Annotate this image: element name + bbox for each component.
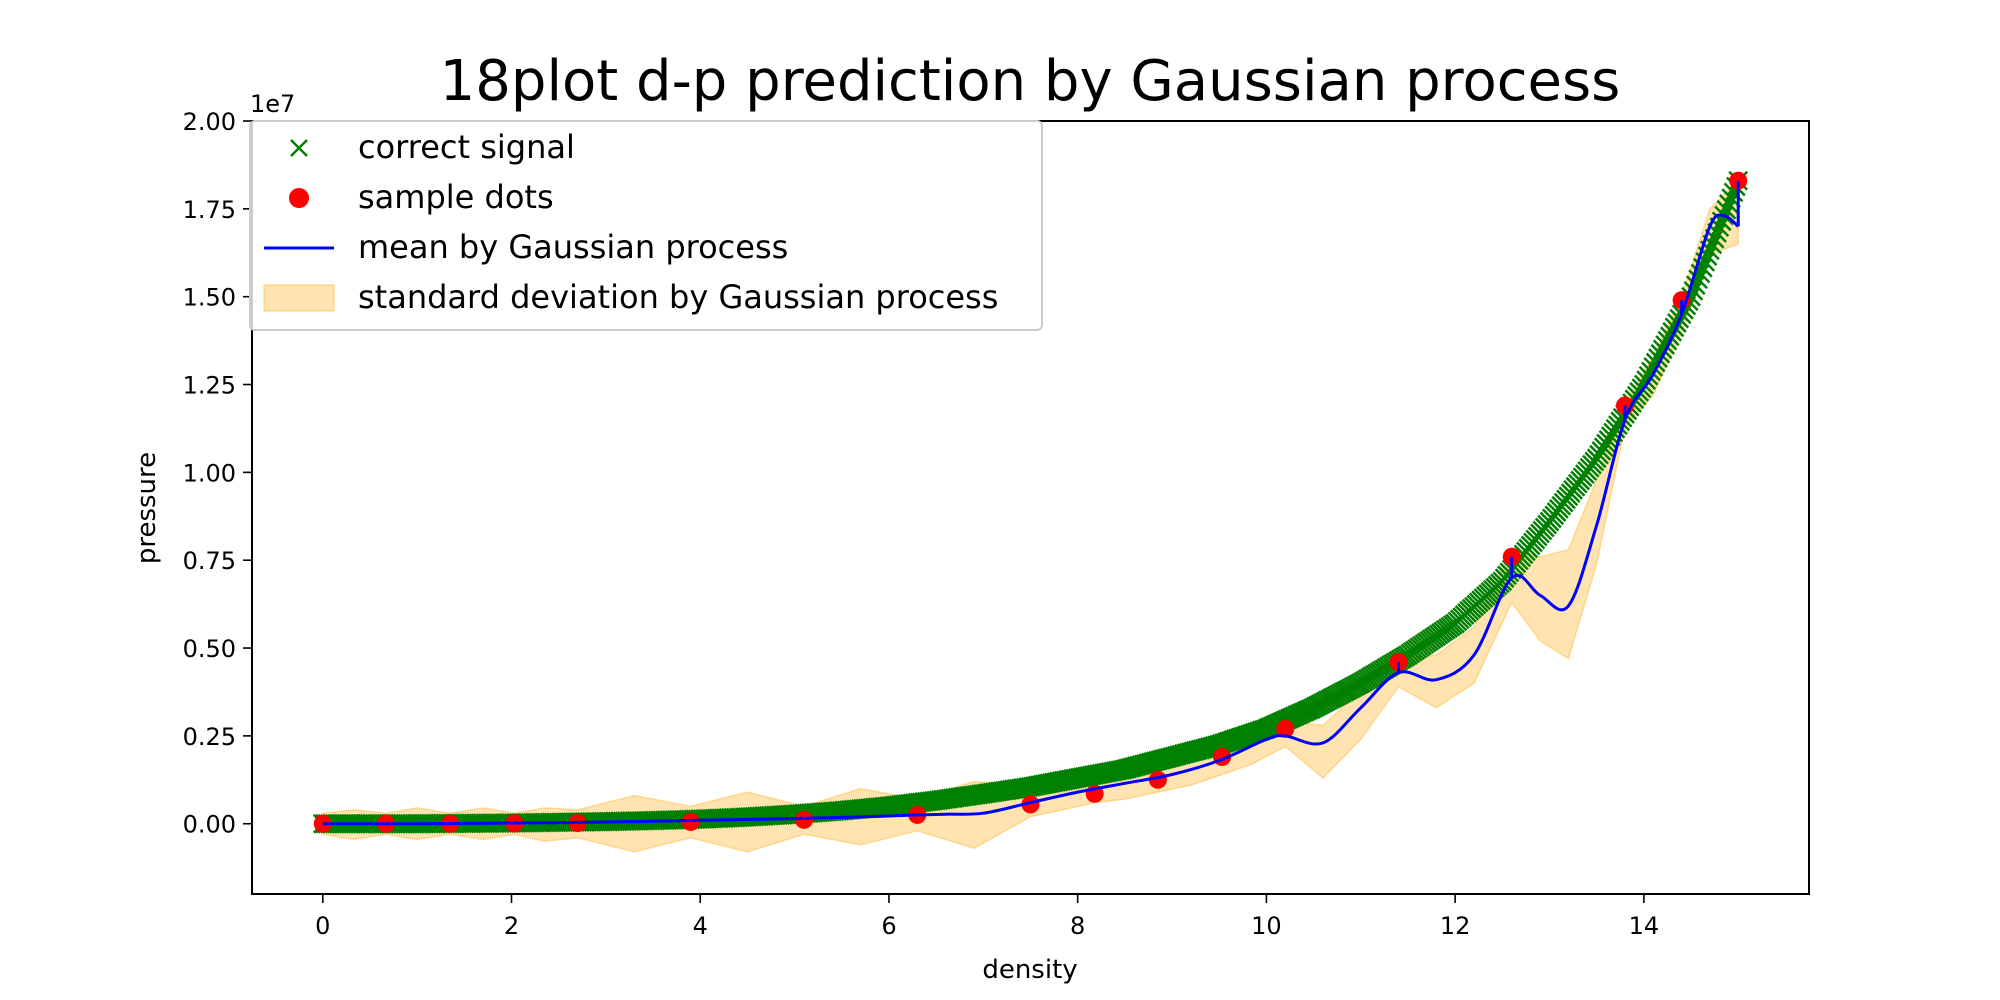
y-tick-label: 1.75 xyxy=(183,196,236,224)
y-tick-label: 1.00 xyxy=(183,459,236,487)
y-offset-label: 1e7 xyxy=(250,90,295,118)
legend-label-mean: mean by Gaussian process xyxy=(358,228,788,266)
legend-band-icon xyxy=(263,284,335,312)
y-tick-label: 0.75 xyxy=(183,547,236,575)
correct-signal-marker xyxy=(1718,194,1739,214)
x-tick-label: 8 xyxy=(1070,912,1085,940)
data-layer xyxy=(312,170,1749,853)
sample-dot xyxy=(1276,719,1295,738)
legend-entry-std: standard deviation by Gaussian process xyxy=(263,278,998,316)
x-tick-label: 2 xyxy=(504,912,519,940)
y-axis-label: pressure xyxy=(132,452,162,564)
y-tick-label: 0.25 xyxy=(183,723,236,751)
y-ticks: 0.00 0.25 0.50 0.75 1.00 1.25 1.50 1.75 2.00 xyxy=(183,108,252,839)
legend-label-sample-dots: sample dots xyxy=(358,178,554,216)
chart-title: 18plot d-p prediction by Gaussian proces… xyxy=(440,49,1621,114)
y-tick-label: 1.50 xyxy=(183,284,236,312)
legend-entry-mean: mean by Gaussian process xyxy=(264,228,788,266)
legend-dot-icon xyxy=(289,188,309,208)
gp-mean-line xyxy=(322,213,1740,826)
legend-entry-sample-dots: sample dots xyxy=(289,178,554,216)
legend-label-std: standard deviation by Gaussian process xyxy=(358,278,998,316)
sample-dot xyxy=(1021,795,1040,814)
legend: correct signal sample dots mean by Gauss… xyxy=(249,120,1043,331)
sample-dot xyxy=(313,814,332,833)
x-tick-label: 10 xyxy=(1251,912,1282,940)
x-tick-label: 14 xyxy=(1629,912,1660,940)
legend-box xyxy=(249,120,1043,331)
y-tick-label: 0.50 xyxy=(183,635,236,663)
sample-dot xyxy=(681,812,700,831)
legend-label-correct-signal: correct signal xyxy=(358,128,575,166)
x-ticks: 0 2 4 6 8 10 12 14 xyxy=(315,894,1659,940)
x-tick-label: 12 xyxy=(1440,912,1471,940)
legend-x-marker-icon xyxy=(290,139,308,157)
y-tick-label: 2.00 xyxy=(183,108,236,136)
x-tick-label: 0 xyxy=(315,912,330,940)
sample-dot xyxy=(795,810,814,829)
x-axis-label: density xyxy=(982,955,1077,985)
y-tick-label: 0.00 xyxy=(183,811,236,839)
legend-entry-correct-signal: correct signal xyxy=(290,128,575,166)
y-tick-label: 1.25 xyxy=(183,372,236,400)
x-tick-label: 6 xyxy=(881,912,896,940)
x-tick-label: 4 xyxy=(693,912,708,940)
